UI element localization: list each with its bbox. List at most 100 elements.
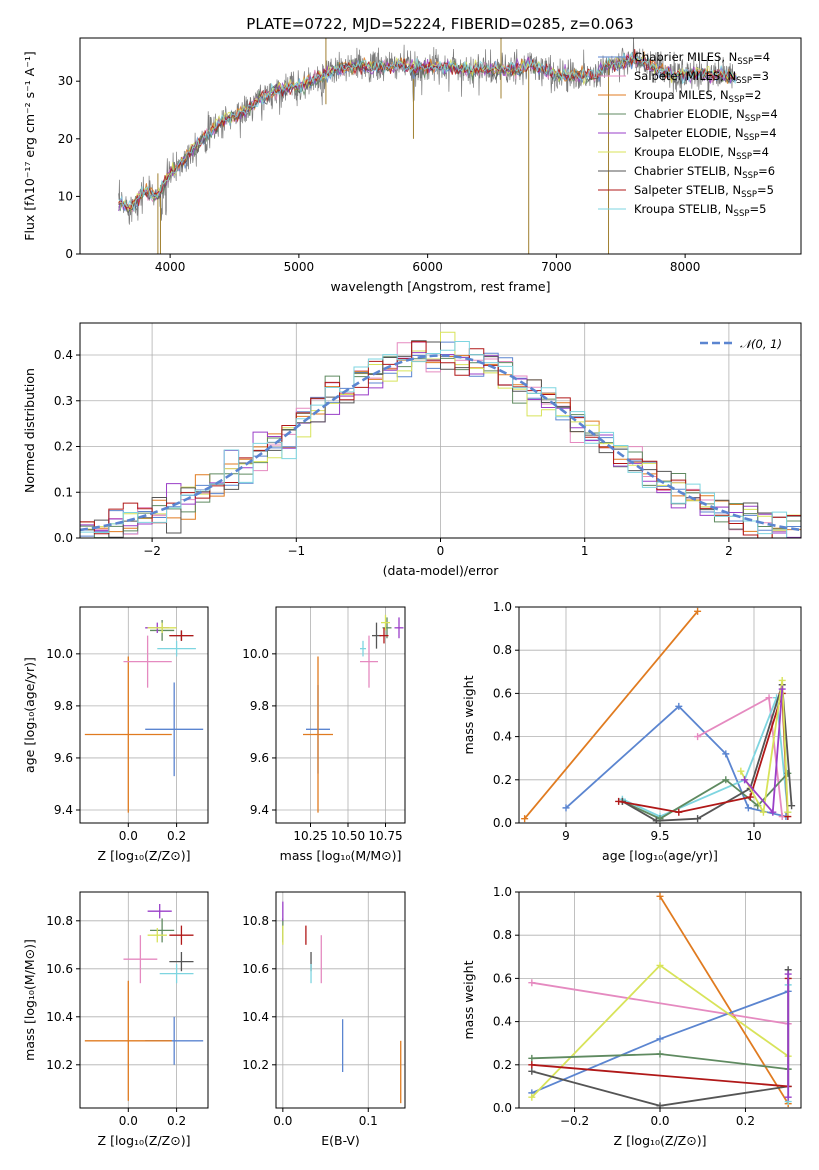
plot-area	[303, 614, 404, 813]
legend-entry-subscript: SSP	[737, 57, 753, 67]
residual-histogram-step	[80, 340, 801, 538]
legend-entry-subscript: SSP	[729, 95, 745, 105]
x-axis-label: E(B-V)	[321, 1133, 360, 1148]
x-tick-label: 0.0	[650, 1114, 669, 1128]
figure-title: PLATE=0722, MJD=52224, FIBERID=0285, z=0…	[246, 15, 633, 33]
legend-entry-subscript: SSP	[736, 76, 752, 86]
plot-area	[528, 892, 792, 1108]
weight-point-marker	[784, 970, 792, 978]
y-tick-label: 0.4	[493, 1015, 512, 1029]
y-tick-label: 0.6	[493, 686, 512, 700]
x-axis-label: Z [log₁₀(Z/Z⊙)]	[98, 848, 191, 863]
legend-entry-name: Kroupa ELODIE, N	[634, 145, 736, 159]
legend-entry-name: Salpeter MILES, N	[634, 69, 736, 83]
y-tick-label: 10.2	[242, 1058, 269, 1072]
plot-area	[80, 331, 801, 538]
x-tick-label: 1	[581, 544, 589, 558]
weight-point-marker	[778, 676, 786, 684]
y-axis-label: Flux [fλ10⁻¹⁷ erg cm⁻² s⁻¹ A⁻¹]	[22, 51, 37, 240]
x-tick-label: 10	[746, 829, 761, 843]
legend-entry-name: Salpeter STELIB, N	[634, 183, 741, 197]
y-axis-label: mass weight	[461, 675, 476, 754]
weight-point-marker	[656, 1102, 664, 1108]
y-tick-label: 9.4	[250, 803, 269, 817]
axes-frame	[79, 606, 209, 824]
x-tick-label: 6000	[412, 260, 443, 274]
weight-point-marker	[528, 1054, 536, 1062]
x-tick-label: 7000	[541, 260, 572, 274]
weight-point-marker	[521, 815, 529, 823]
weight-point-marker	[656, 1035, 664, 1043]
weight-point-marker	[784, 1093, 792, 1101]
legend-entry-value: =2	[744, 88, 761, 102]
y-tick-label: 9.4	[54, 803, 73, 817]
y-tick-label: 9.6	[250, 751, 269, 765]
x-tick-label: 10.75	[368, 829, 402, 843]
x-tick-label: 0	[437, 544, 445, 558]
legend-entry-name: Kroupa MILES, N	[634, 88, 729, 102]
x-tick-label: 2	[725, 544, 733, 558]
plot-area	[282, 901, 402, 1104]
hist-legend: 𝒩(0, 1)	[700, 337, 782, 351]
plot-area	[84, 904, 204, 1101]
legend-entry-name: Salpeter ELODIE, N	[634, 126, 744, 140]
plot-area	[521, 607, 796, 823]
x-tick-label: 0.0	[119, 1114, 138, 1128]
weight-point-marker	[615, 797, 623, 805]
weight-point-marker	[759, 808, 767, 816]
x-tick-label: 10.25	[293, 829, 327, 843]
legend-entry-value: =4	[753, 50, 770, 64]
y-tick-label: 1.0	[493, 885, 512, 899]
legend-entry-name: Chabrier STELIB, N	[634, 164, 742, 178]
y-tick-label: 10.4	[242, 1010, 269, 1024]
y-tick-label: 10.0	[46, 647, 73, 661]
y-tick-label: 0.4	[54, 348, 73, 362]
x-tick-label: −0.2	[560, 1114, 589, 1128]
weight-point-marker	[528, 1093, 536, 1101]
y-tick-label: 30	[58, 74, 73, 88]
legend-entry: Salpeter STELIB, NSSP=5	[634, 183, 774, 200]
y-tick-label: 0.2	[493, 773, 512, 787]
chart-ebv_mass: 0.0 0.1 10.2 10.4 10.6 10.8 E(B-V)	[242, 891, 406, 1148]
weight-point-marker	[737, 767, 745, 775]
legend-entry-name: Chabrier ELODIE, N	[634, 107, 745, 121]
axes-frame	[518, 606, 802, 824]
weight-point-marker	[784, 808, 792, 816]
legend-entry: Salpeter ELODIE, NSSP=4	[634, 126, 777, 143]
x-axis-label: wavelength [Angstrom, rest frame]	[330, 279, 550, 294]
x-tick-label: −2	[143, 544, 161, 558]
x-tick-label: 4000	[155, 260, 186, 274]
residual-histogram-step	[80, 341, 801, 538]
x-tick-label: 0.2	[167, 829, 186, 843]
weight-series-line	[531, 981, 789, 1025]
y-tick-label: 0.1	[54, 485, 73, 499]
y-tick-label: 10	[58, 189, 73, 203]
weight-point-marker	[788, 802, 796, 810]
y-tick-label: 10.8	[46, 914, 73, 928]
plot-area	[84, 620, 204, 813]
weight-series-line	[523, 610, 699, 820]
y-tick-label: 0.4	[493, 730, 512, 744]
y-tick-label: 1.0	[493, 600, 512, 614]
weight-point-marker	[562, 804, 570, 812]
weight-point-marker	[675, 808, 683, 816]
weight-series-line	[659, 895, 789, 1105]
weight-point-marker	[694, 733, 702, 741]
y-tick-label: 10.0	[242, 647, 269, 661]
legend-entry-value: =6	[758, 164, 775, 178]
legend-entry-subscript: SSP	[734, 209, 750, 219]
legend-entry: 𝒩(0, 1)	[740, 337, 782, 351]
weight-point-marker	[656, 1050, 664, 1058]
residual-histogram-step	[80, 340, 801, 538]
chart-age_weight: 9 9.5 10 0.0 0.2 0.4 0.6 0.8 1.0 age [log₁₀(age/y…	[461, 600, 802, 863]
legend-entry-value: =4	[760, 126, 777, 140]
y-axis-label: Normed distribution	[22, 368, 37, 493]
chart-Z_mass: 0.0 0.2 10.2 10.4 10.6 10.8 Z [log₁₀(Z/Z⊙)] mas…	[22, 891, 209, 1148]
weight-point-marker	[722, 750, 730, 758]
axes-frame	[518, 891, 802, 1109]
axes-frame	[79, 891, 209, 1109]
x-axis-label: (data-model)/error	[383, 563, 500, 578]
weight-point-marker	[656, 961, 664, 969]
